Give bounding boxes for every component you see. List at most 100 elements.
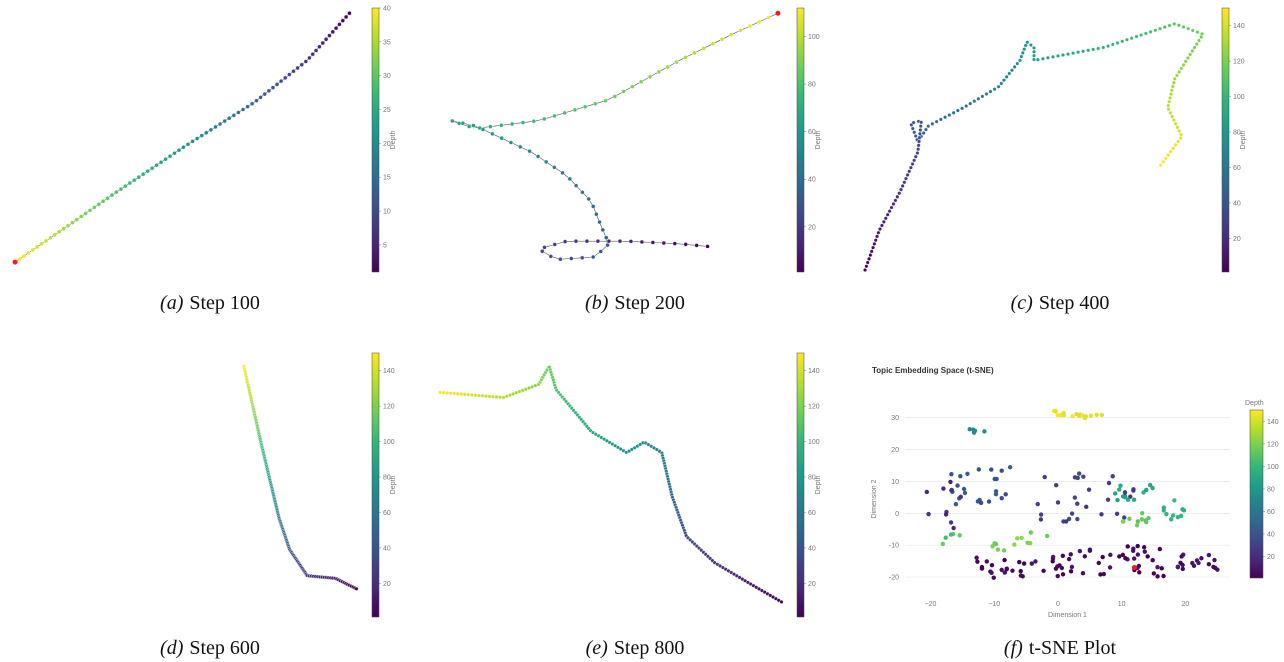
trajectory-point <box>480 127 486 132</box>
tsne-point <box>967 427 972 432</box>
trajectory-point <box>1178 132 1183 137</box>
trajectory-point <box>1017 58 1022 63</box>
tsne-point <box>1080 571 1086 576</box>
colorbar-tick-label: 25 <box>383 107 391 114</box>
y-tick-label: 30 <box>891 415 899 422</box>
trajectory-point <box>863 268 868 273</box>
trajectory-point <box>757 19 762 25</box>
trajectory-point <box>1192 45 1197 50</box>
panel-a: 5 10 15 20 25 30 35 40 Depth <box>0 0 420 280</box>
trajectory-point <box>190 139 195 144</box>
tsne-point <box>958 494 963 499</box>
trajectory-point <box>452 391 457 396</box>
trajectory-point <box>1096 46 1101 51</box>
trajectory-point <box>887 209 892 214</box>
colorbar-title: Depth <box>390 131 397 150</box>
trajectory-point <box>48 235 53 241</box>
trajectory-point <box>118 186 124 192</box>
trajectory-point <box>889 205 894 210</box>
trajectory-point <box>867 256 872 261</box>
tsne-point <box>1002 570 1008 575</box>
tsne-point <box>982 429 987 434</box>
tsne-point <box>1060 572 1066 577</box>
trajectory-point <box>868 253 873 258</box>
trajectory-point <box>964 104 969 109</box>
trajectory-point <box>1167 99 1172 104</box>
panel-c: 20 40 60 80 100 120 140 Depth <box>850 0 1270 280</box>
trajectory-point <box>1173 142 1178 147</box>
tsne-point <box>1004 566 1009 571</box>
trajectory-point <box>548 254 554 259</box>
tsne-point <box>1033 559 1038 564</box>
trajectory-point <box>1166 103 1171 108</box>
trajectory-point <box>1166 107 1171 112</box>
tsne-point <box>1122 490 1128 495</box>
trajectory-point <box>1176 139 1181 144</box>
tsne-point <box>1002 557 1007 563</box>
colorbar-tick-label: 35 <box>383 39 391 46</box>
tsne-point <box>1096 560 1101 566</box>
trajectory-point <box>1170 114 1175 119</box>
trajectory-point <box>617 238 623 244</box>
trajectory-point <box>926 124 931 129</box>
tsne-point <box>1060 553 1066 559</box>
trajectory-point <box>499 135 504 141</box>
trajectory-point <box>21 253 27 259</box>
tsne-point <box>1168 517 1174 522</box>
trajectory-point <box>508 140 514 145</box>
trajectory-point <box>912 130 917 135</box>
trajectory-point <box>176 148 182 153</box>
tsne-point <box>1172 498 1177 503</box>
trajectory-point <box>918 124 923 129</box>
tsne-point <box>1069 511 1075 516</box>
trajectory-point <box>141 171 146 177</box>
trajectory-point <box>531 119 537 124</box>
colorbar-tick-label: 40 <box>383 545 391 552</box>
trajectory-point <box>951 110 956 115</box>
trajectory-point <box>710 41 716 46</box>
tsne-point <box>1180 566 1185 572</box>
trajectory-point <box>988 89 993 94</box>
tsne-point <box>993 489 999 494</box>
tsne-point <box>1068 569 1074 574</box>
tsne-point <box>1003 492 1008 497</box>
tsne-point <box>1161 505 1167 510</box>
trajectory-point <box>258 95 263 100</box>
trajectory-point <box>705 244 710 249</box>
trajectory-point <box>1091 47 1096 52</box>
trajectory-point <box>208 127 214 133</box>
trajectory-point <box>542 116 547 122</box>
trajectory-point <box>992 87 997 92</box>
trajectory-point <box>900 183 905 188</box>
caption-b: (b) Step 200 <box>585 292 685 314</box>
trajectory-point <box>1031 57 1036 62</box>
trajectory-point <box>600 227 605 233</box>
trajectory-point <box>895 194 900 199</box>
tsne-point <box>1053 482 1059 488</box>
trajectory-point <box>692 50 697 56</box>
tsne-point <box>1135 543 1140 549</box>
tsne-point <box>1075 501 1080 506</box>
tsne-point <box>1131 487 1136 492</box>
trajectory-point <box>593 101 598 106</box>
tsne-point <box>1157 546 1163 552</box>
tsne-point <box>1113 491 1118 496</box>
trajectory-point <box>278 78 284 84</box>
tsne-point <box>1053 408 1058 414</box>
trajectory-point <box>567 176 573 182</box>
trajectory-point <box>1168 95 1173 100</box>
tsne-point <box>1020 574 1025 579</box>
trajectory-point <box>1196 38 1201 43</box>
tsne-point <box>1086 487 1092 492</box>
trajectory-point <box>1188 52 1193 57</box>
trajectory-point <box>943 115 948 120</box>
tsne-point <box>1161 573 1166 579</box>
tsne-point <box>1063 519 1069 524</box>
trajectory-point <box>639 79 644 84</box>
trajectory-point <box>1110 42 1115 47</box>
trajectory-point <box>57 229 62 234</box>
colorbar-tick-label: 10 <box>383 209 391 216</box>
trajectory-point <box>628 239 634 244</box>
colorbar <box>371 7 380 273</box>
colorbar-tick-label: 20 <box>808 581 816 588</box>
